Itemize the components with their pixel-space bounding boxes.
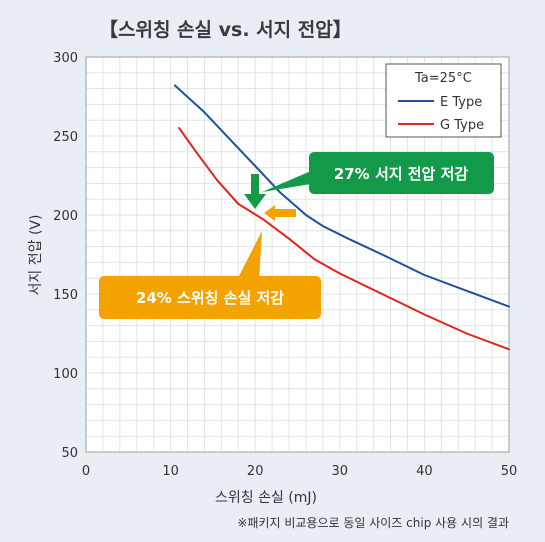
series-line-e-type xyxy=(173,84,510,308)
y-axis-ticks: 50 100 150 200 250 300 xyxy=(53,51,78,461)
callout-surge-pointer xyxy=(262,171,311,192)
y-tick-label: 150 xyxy=(53,288,78,303)
plot-border xyxy=(85,56,510,453)
x-tick-label: 10 xyxy=(162,464,179,479)
footnote: ※패키지 비교용으로 동일 사이즈 chip 사용 시의 결과 xyxy=(237,516,509,530)
series-line-g-type xyxy=(178,127,510,351)
legend: Ta=25°C E Type G Type xyxy=(385,63,502,138)
callout-surge-text: 27% 서지 전압 저감 xyxy=(334,165,469,183)
y-tick-label: 100 xyxy=(53,367,78,382)
chart-title: 【스위칭 손실 vs. 서지 전압】 xyxy=(99,18,352,41)
down-arrow-icon xyxy=(244,174,266,209)
callout-surge-box xyxy=(309,152,494,194)
x-tick-label: 50 xyxy=(501,464,518,479)
callout-loss-box xyxy=(99,276,321,319)
callout-loss-text: 24% 스위칭 손실 저감 xyxy=(136,289,284,307)
x-axis-ticks: 0 10 20 30 40 50 xyxy=(82,464,517,479)
x-axis-label: 스위칭 손실 (mJ) xyxy=(215,490,317,506)
left-arrow-icon xyxy=(264,205,296,221)
legend-label-e-type: E Type xyxy=(440,95,482,110)
y-tick-label: 300 xyxy=(53,51,78,66)
series-group xyxy=(173,84,510,351)
callout-loss-pointer xyxy=(238,231,262,281)
x-tick-label: 20 xyxy=(247,464,264,479)
legend-header: Ta=25°C xyxy=(414,71,472,86)
x-tick-label: 40 xyxy=(416,464,433,479)
y-tick-label: 250 xyxy=(53,130,78,145)
legend-label-g-type: G Type xyxy=(440,118,484,133)
y-tick-label: 50 xyxy=(61,446,78,461)
callout-surge-reduction: 27% 서지 전압 저감 xyxy=(244,152,494,209)
y-tick-label: 200 xyxy=(53,209,78,224)
callout-loss-reduction: 24% 스위칭 손실 저감 xyxy=(99,205,321,319)
y-axis-label: 서지 전압 (V) xyxy=(28,215,44,296)
x-tick-label: 30 xyxy=(332,464,349,479)
x-tick-label: 0 xyxy=(82,464,90,479)
